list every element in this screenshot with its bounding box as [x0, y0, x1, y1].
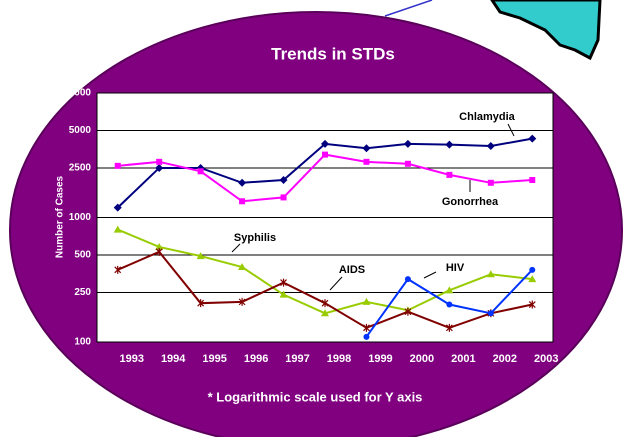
- series-label: Gonorrhea: [442, 196, 499, 208]
- series-label: Chlamydia: [459, 111, 516, 123]
- data-point: [487, 179, 494, 186]
- data-point: [362, 144, 371, 153]
- data-point: [529, 177, 536, 184]
- data-point: [528, 275, 537, 283]
- chart-title: Trends in STDs: [271, 44, 395, 63]
- y-tick-label: 2500: [69, 163, 92, 174]
- decor-map: [490, 0, 602, 61]
- arrow: [231, 243, 241, 253]
- data-point: [197, 299, 205, 308]
- data-point: [446, 301, 453, 308]
- data-point: [486, 142, 495, 151]
- data-point: [196, 252, 205, 260]
- decor-line: [384, 0, 433, 17]
- data-point: [363, 333, 370, 340]
- y-tick-label: 10000: [63, 88, 91, 99]
- data-point: [445, 140, 454, 149]
- data-point: [114, 265, 122, 274]
- data-point: [404, 307, 412, 316]
- data-point: [528, 134, 537, 143]
- arrow: [423, 271, 437, 279]
- x-tick-label: 1995: [202, 353, 226, 365]
- data-point: [113, 203, 122, 212]
- x-tick-label: 1997: [285, 353, 309, 365]
- data-point: [238, 178, 247, 187]
- x-tick-label: 1999: [368, 353, 392, 365]
- data-point: [528, 300, 536, 309]
- data-point: [363, 158, 370, 165]
- data-point: [197, 168, 204, 175]
- data-point: [155, 163, 164, 172]
- data-point: [239, 198, 246, 205]
- data-point: [321, 139, 329, 148]
- series-label: Syphilis: [234, 232, 276, 244]
- data-point: [280, 194, 287, 201]
- data-point: [446, 171, 453, 178]
- data-point: [114, 162, 121, 169]
- x-tick-label: 2000: [410, 353, 434, 365]
- y-tick-label: 5000: [69, 125, 92, 136]
- data-point: [445, 286, 454, 294]
- data-point: [486, 270, 495, 278]
- x-tick-label: 1998: [327, 353, 351, 365]
- data-point: [321, 299, 329, 308]
- x-tick-label: 1994: [161, 353, 186, 365]
- data-point: [445, 323, 453, 332]
- x-tick-label: 1996: [244, 353, 268, 365]
- data-point: [279, 290, 288, 298]
- data-point: [322, 151, 328, 158]
- data-point: [487, 310, 494, 317]
- data-point: [529, 266, 536, 273]
- data-point: [156, 158, 163, 165]
- data-point: [113, 225, 122, 233]
- data-point: [404, 276, 411, 283]
- footnote: * Logarithmic scale used for Y axis: [208, 389, 423, 404]
- data-point: [362, 297, 371, 305]
- arrow: [329, 276, 343, 291]
- data-point: [238, 297, 246, 306]
- y-tick-label: 100: [74, 337, 91, 348]
- data-point: [238, 263, 247, 271]
- data-point: [321, 309, 329, 317]
- x-tick-label: 2003: [534, 353, 558, 365]
- series-label: HIV: [446, 262, 465, 274]
- data-point: [280, 278, 287, 287]
- data-point: [403, 139, 412, 148]
- x-tick-label: 1993: [119, 353, 143, 365]
- data-point: [404, 160, 411, 167]
- y-tick-label: 250: [74, 287, 91, 298]
- series-label: AIDS: [339, 264, 365, 276]
- data-point: [155, 242, 164, 250]
- data-point: [363, 323, 370, 332]
- x-tick-label: 2001: [451, 353, 475, 365]
- y-tick-label: 500: [74, 250, 91, 261]
- y-axis-label: Number of Cases: [55, 175, 66, 258]
- data-point: [155, 247, 163, 256]
- x-tick-label: 2002: [493, 353, 517, 365]
- y-tick-label: 1000: [69, 212, 92, 223]
- annotation-arrows: [231, 123, 515, 291]
- data-point: [279, 176, 288, 185]
